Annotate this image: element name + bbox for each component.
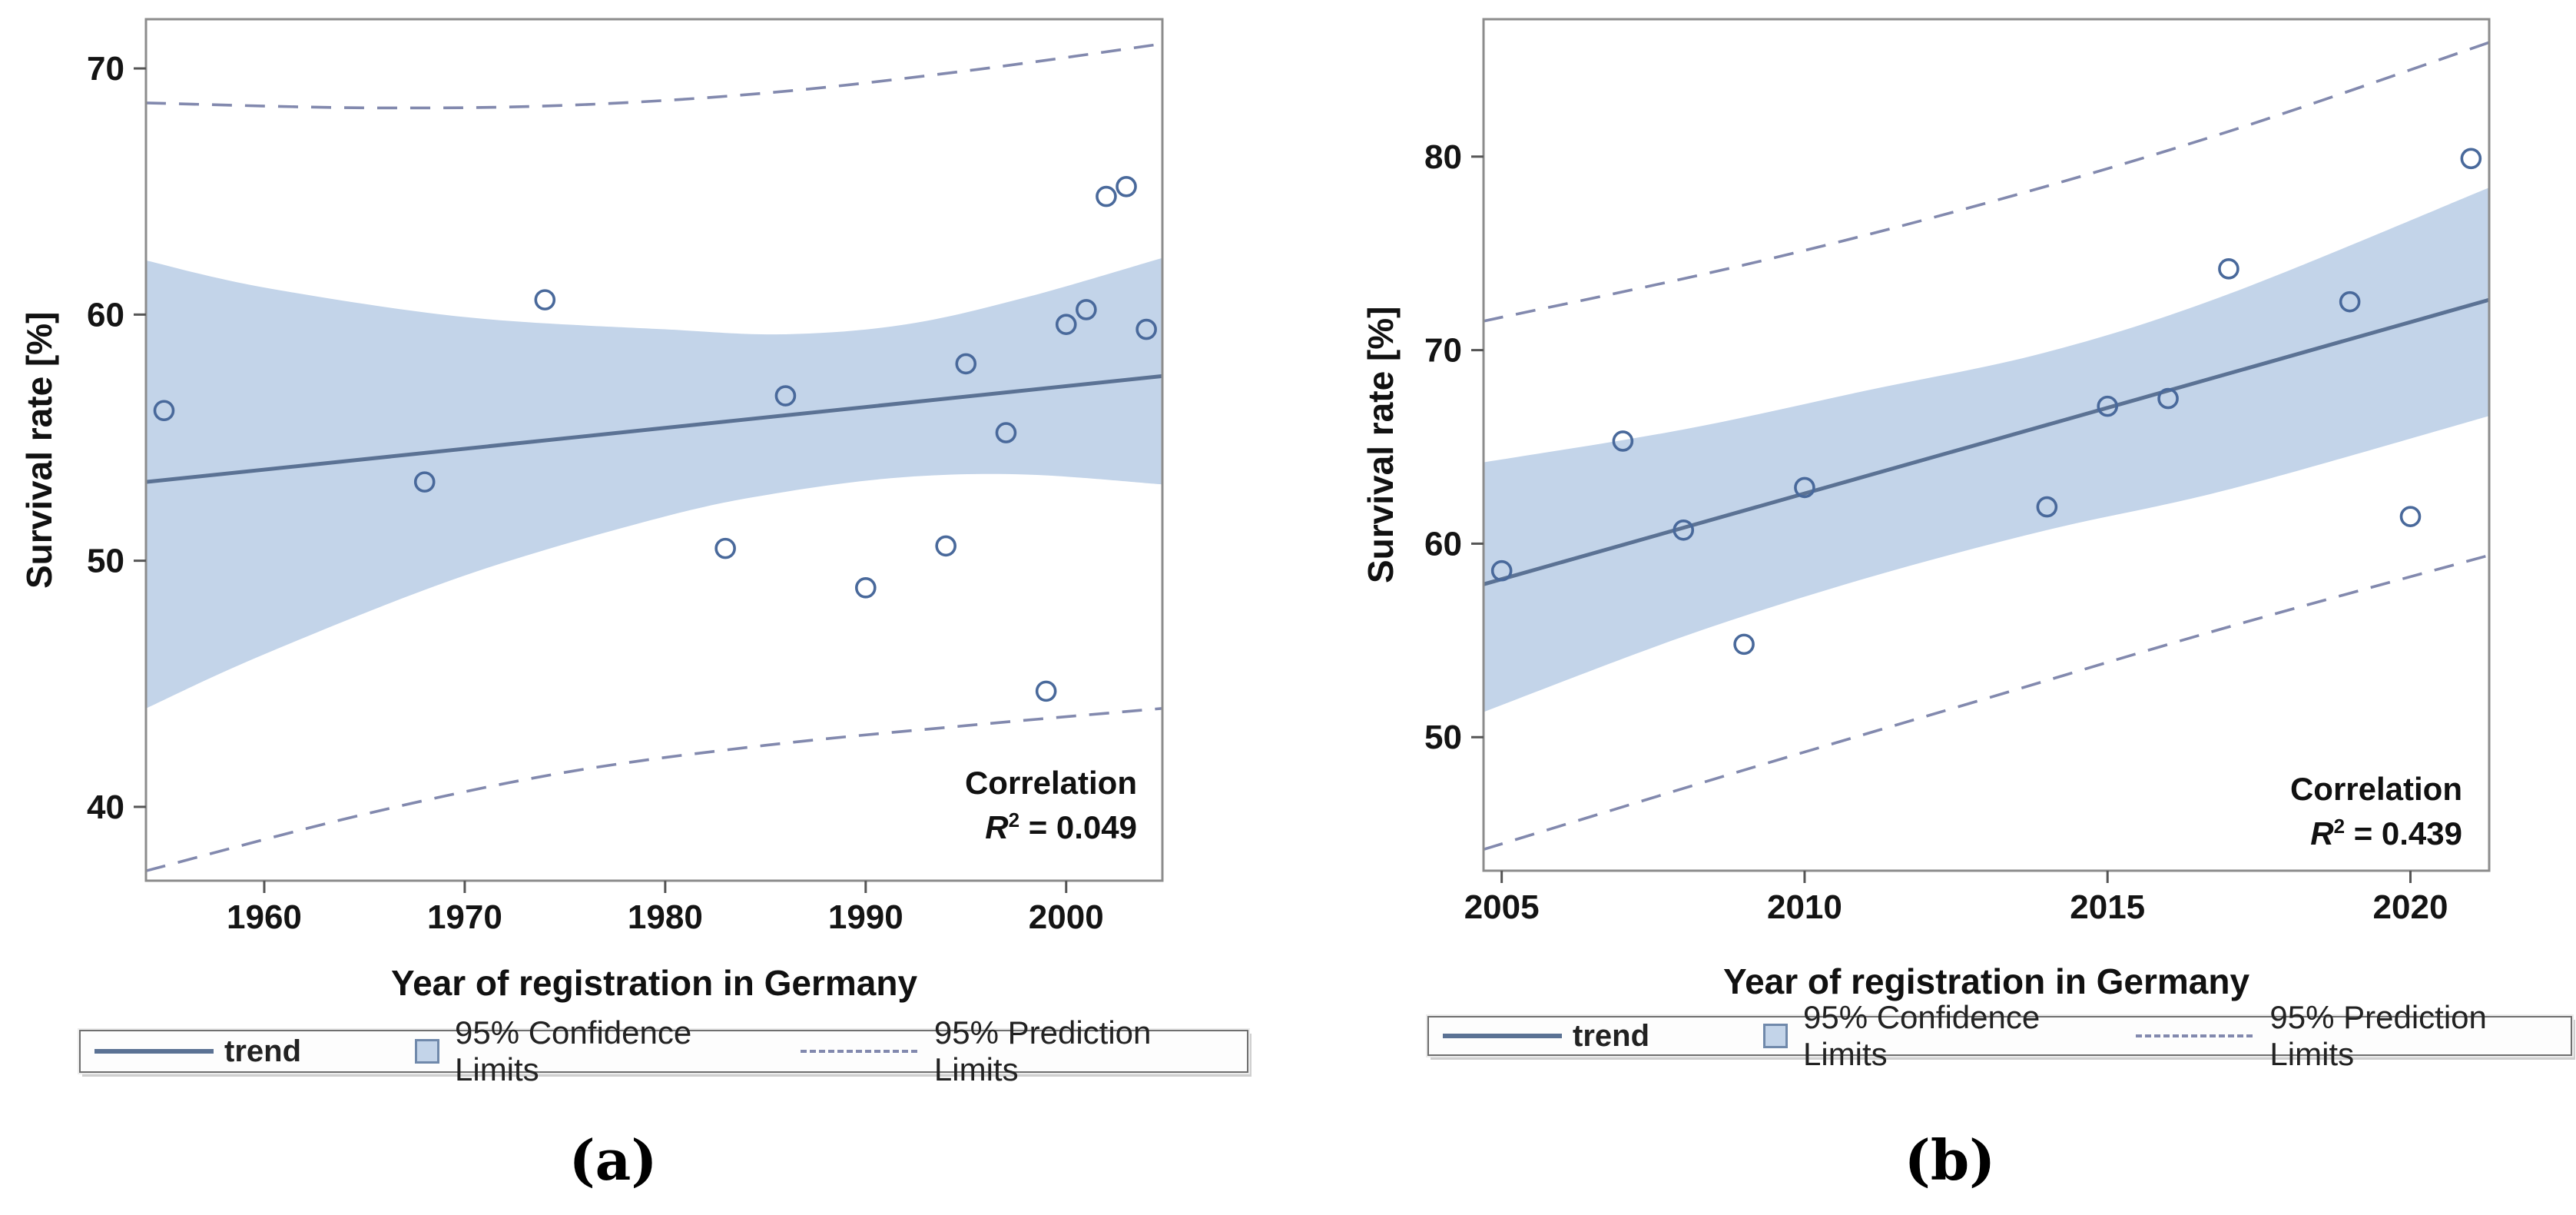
data-point	[2339, 290, 2361, 313]
data-point	[1612, 430, 1634, 452]
y-tick-label: 70	[1424, 332, 1462, 370]
data-point	[955, 353, 977, 375]
y-tick-label: 40	[87, 788, 124, 826]
legend-b: trend 95% Confidence Limits 95% Predicti…	[1427, 999, 2572, 1072]
y-axis-label-b: Survival rate [%]	[1361, 306, 1401, 584]
data-point	[935, 535, 956, 557]
trend-line	[1483, 297, 2490, 586]
correlation-exponent-a: 2	[1008, 808, 1020, 832]
x-tick-label: 2010	[1767, 888, 1842, 926]
trend-line-swatch	[1443, 1034, 1562, 1038]
legend-a: trend 95% Confidence Limits 95% Predicti…	[79, 1014, 1248, 1087]
x-tick-label: 2005	[1464, 888, 1540, 926]
y-axis-label-a: Survival rate [%]	[19, 311, 59, 589]
x-tick-label: 2020	[2373, 888, 2448, 926]
legend-label-trend: trend	[224, 1034, 301, 1068]
confidence-band	[1484, 188, 2489, 712]
prediction-line-swatch	[2136, 1034, 2253, 1037]
data-point	[1733, 633, 1755, 656]
prediction-line-swatch	[800, 1050, 917, 1053]
data-point	[854, 577, 877, 599]
x-axis-label-a: Year of registration in Germany	[390, 963, 918, 1003]
legend-label-trend: trend	[1573, 1018, 1649, 1053]
trend-line	[145, 373, 1163, 484]
data-point	[1135, 318, 1157, 340]
data-point	[2399, 506, 2422, 527]
data-point	[1076, 299, 1097, 320]
correlation-r-symbol-a: R	[985, 809, 1009, 845]
x-tick-label: 1970	[427, 898, 502, 936]
y-tick-label: 50	[87, 543, 124, 580]
data-point	[1673, 519, 1695, 541]
legend-label-prediction: 95% Prediction Limits	[933, 1014, 1152, 1087]
data-point	[153, 400, 175, 422]
plot-border	[1482, 18, 2491, 872]
correlation-r-symbol-b: R	[2310, 815, 2334, 851]
y-tick-label: 70	[87, 50, 124, 88]
data-point	[1096, 185, 1117, 207]
data-point	[714, 537, 736, 559]
prediction-lower-line	[1483, 553, 2490, 851]
x-tick-label: 1980	[628, 898, 703, 936]
correlation-annotation-b: Correlation R2 = 0.439	[2132, 767, 2462, 856]
legend-label-confidence: 95% Confidence Limits	[455, 1014, 692, 1087]
x-tick-label: 1990	[828, 898, 903, 936]
confidence-band-swatch	[415, 1039, 439, 1064]
y-tick-label: 60	[87, 296, 124, 334]
data-point	[995, 422, 1017, 443]
data-point	[534, 289, 556, 310]
data-point	[774, 385, 797, 407]
correlation-value-b: = 0.439	[2345, 815, 2462, 851]
data-point	[2157, 387, 2179, 410]
correlation-value-a: = 0.049	[1019, 809, 1137, 845]
caption-b: (b)	[1904, 1127, 1996, 1193]
correlation-title-b: Correlation	[2289, 771, 2462, 807]
legend-label-prediction: 95% Prediction Limits	[2269, 999, 2487, 1072]
y-tick-label: 80	[1424, 138, 1462, 176]
data-point	[1116, 175, 1137, 198]
correlation-exponent-b: 2	[2333, 815, 2346, 838]
panel-a-plot: 1960 1970 1980 1990 2000 40 50 60 70	[87, 18, 1164, 936]
panel-b-plot: 2005 2010 2015 2020 50 60 70 80	[1424, 18, 2491, 926]
x-tick-label: 2015	[2070, 888, 2145, 926]
y-tick-label: 50	[1424, 719, 1462, 756]
confidence-band	[146, 257, 1162, 709]
data-point	[2218, 258, 2239, 280]
caption-a: (a)	[569, 1127, 658, 1193]
confidence-band-swatch	[1763, 1024, 1788, 1048]
trend-line-swatch	[94, 1049, 214, 1054]
prediction-upper-line	[1483, 41, 2490, 323]
data-point	[2460, 148, 2482, 170]
data-point	[413, 471, 436, 493]
x-axis-label-b: Year of registration in Germany	[1722, 961, 2250, 1001]
data-point	[1035, 680, 1057, 702]
data-point	[2097, 395, 2119, 417]
correlation-title-a: Correlation	[964, 765, 1137, 801]
data-point	[1055, 314, 1077, 335]
x-tick-label: 2000	[1029, 898, 1104, 936]
data-point	[1794, 476, 1815, 499]
y-tick-label: 60	[1424, 525, 1462, 563]
correlation-annotation-a: Correlation R2 = 0.049	[807, 761, 1137, 850]
x-tick-label: 1960	[227, 898, 302, 936]
data-point	[1490, 559, 1513, 582]
prediction-lower-line	[145, 707, 1163, 872]
plot-border	[144, 18, 1164, 882]
legend-label-confidence: 95% Confidence Limits	[1803, 999, 2041, 1072]
data-point	[2036, 496, 2058, 518]
